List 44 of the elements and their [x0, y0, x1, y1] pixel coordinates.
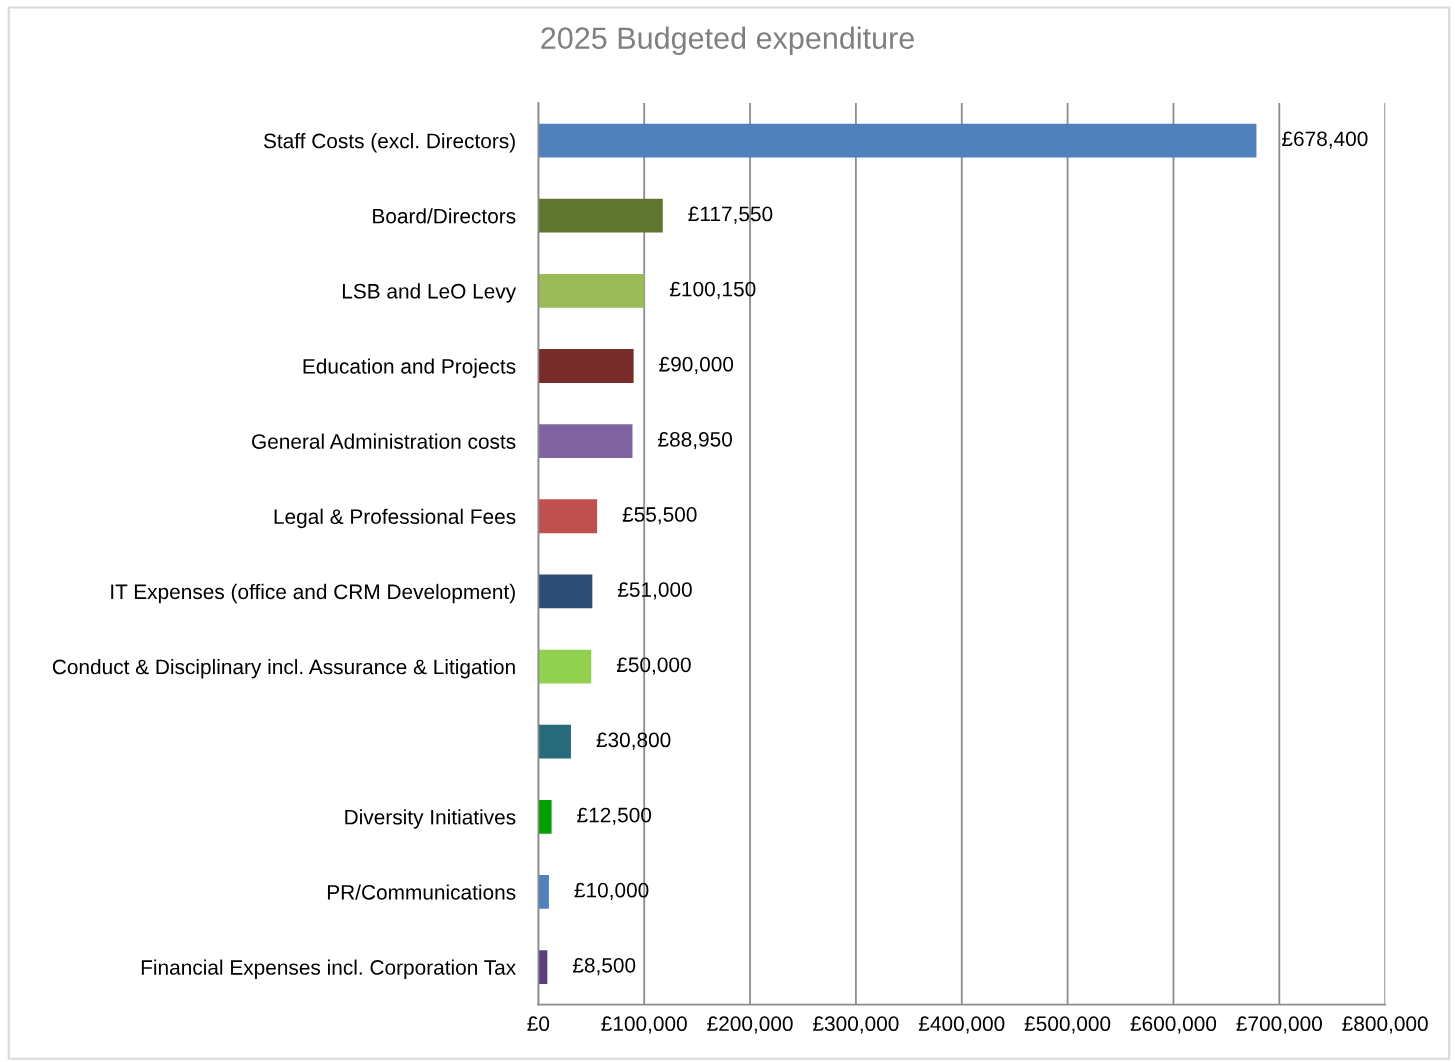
x-tick-label: £0 — [527, 1016, 550, 1032]
y-tick-label: Staff Costs (excl. Directors) — [263, 133, 515, 153]
x-tick-label: £200,000 — [707, 1016, 793, 1034]
y-tick-label: Board/Directors — [373, 208, 516, 224]
y-tick-label: LSB and LeO Levy — [342, 283, 517, 303]
y-tick-label: Conduct & Disciplinary incl. Assurance & Litigation — [52, 658, 515, 679]
data-label: £90,000 — [659, 356, 734, 375]
data-label: £10,000 — [574, 882, 649, 900]
bar — [538, 799, 552, 834]
y-tick-label: Education and Projects — [303, 358, 516, 378]
y-tick-label: General Administration costs — [252, 433, 516, 449]
x-tick-label: £400,000 — [918, 1016, 1005, 1034]
x-tick-label: £700,000 — [1236, 1016, 1322, 1034]
y-tick-label: Financial Expenses incl. Corporation Tax — [141, 959, 516, 979]
y-tick-label: Legal & Professional Fees — [274, 508, 516, 529]
y-tick-label: Diversity Initiatives — [345, 809, 516, 829]
data-label: £117,550 — [688, 206, 773, 224]
chart-title: 2025 Budgeted expenditure — [541, 26, 914, 56]
bar — [538, 349, 634, 383]
bar — [538, 198, 663, 233]
data-label: £678,400 — [1282, 131, 1368, 149]
x-tick-label: £500,000 — [1024, 1016, 1111, 1034]
x-tick-label: £300,000 — [813, 1016, 899, 1034]
bar — [538, 273, 645, 308]
data-label: £55,500 — [622, 507, 697, 525]
bar — [538, 724, 571, 759]
data-label: £50,000 — [616, 657, 691, 675]
x-tick-label: £600,000 — [1130, 1016, 1217, 1034]
y-tick-label: PR/Communications — [327, 884, 516, 900]
data-label: £8,500 — [572, 957, 636, 976]
data-label: £51,000 — [617, 582, 692, 600]
data-label: £88,950 — [658, 431, 732, 450]
bar — [538, 499, 598, 534]
bar — [538, 123, 1257, 158]
data-label: £12,500 — [577, 807, 652, 825]
data-label: £30,800 — [596, 732, 671, 750]
bar — [538, 424, 633, 459]
x-tick-label: £100,000 — [601, 1016, 687, 1034]
bar — [538, 649, 592, 684]
x-tick-label: £800,000 — [1342, 1016, 1428, 1034]
bar — [538, 875, 549, 909]
y-tick-label: IT Expenses (office and CRM Development) — [111, 583, 515, 604]
data-label: £100,150 — [669, 281, 756, 299]
bar — [538, 574, 593, 609]
